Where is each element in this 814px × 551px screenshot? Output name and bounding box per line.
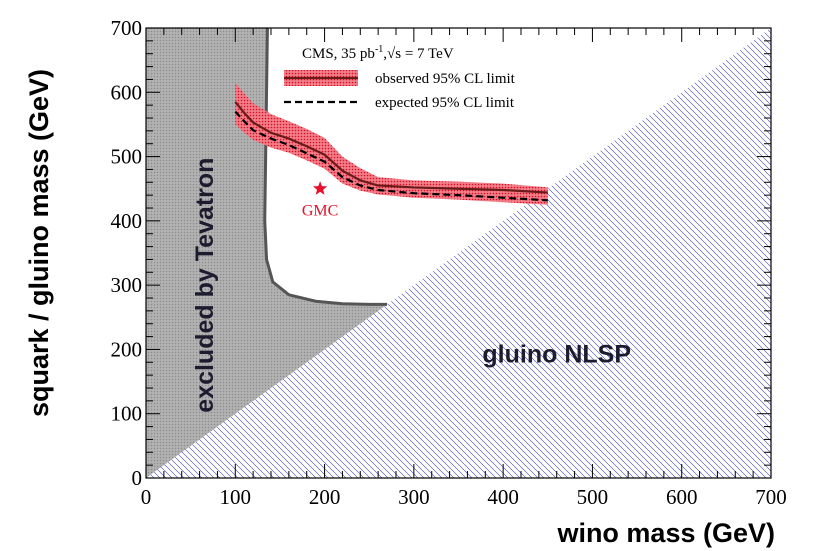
observed-limit-band <box>235 82 548 205</box>
tevatron-excluded-region <box>146 28 388 478</box>
x-tick-label: 700 <box>755 485 787 509</box>
x-axis-title: wino mass (GeV) <box>556 518 775 548</box>
legend-header-main: CMS, 35 pb <box>302 46 375 62</box>
x-tick-label: 400 <box>487 485 519 509</box>
gmc-label: GMC <box>302 203 338 220</box>
y-axis-title: squark / gluino mass (GeV) <box>24 69 54 417</box>
y-tick-label: 300 <box>111 273 143 297</box>
y-tick-label: 700 <box>111 16 143 40</box>
plot-frame <box>145 27 772 479</box>
x-tick-label: 200 <box>309 485 341 509</box>
axis-ticks <box>145 27 772 479</box>
expected-limit-line <box>234 110 548 202</box>
y-tick-label: 200 <box>111 337 143 361</box>
x-tick-label: 600 <box>666 485 698 509</box>
y-tick-label: 600 <box>111 80 143 104</box>
y-tick-label: 500 <box>111 145 143 169</box>
observed-limit-line <box>234 101 548 194</box>
legend-header-sup: -1 <box>375 44 383 55</box>
legend-expected-label: expected 95% CL limit <box>375 95 515 111</box>
legend: CMS, 35 pb-1,√s = 7 TeV observed 95% CL … <box>284 44 516 111</box>
y-tick-label: 100 <box>111 402 143 426</box>
x-tick-label: 100 <box>220 485 252 509</box>
x-tick-label: 300 <box>398 485 430 509</box>
x-tick-label: 500 <box>577 485 609 509</box>
axis-tick-labels: 0 100 200 300 400 500 600 700 0 100 200 300 400 500 60… <box>111 16 787 509</box>
y-tick-label: 0 <box>132 466 143 490</box>
y-tick-label: 400 <box>111 209 143 233</box>
tevatron-annotation: excluded by Tevatron <box>191 158 219 413</box>
legend-header-sqrt: √s = 7 TeV <box>387 46 454 62</box>
gluino-nlsp-annotation: gluino NLSP <box>482 340 631 368</box>
legend-observed-label: observed 95% CL limit <box>375 71 516 87</box>
gmc-star-marker <box>312 181 328 195</box>
legend-header: CMS, 35 pb-1,√s = 7 TeV <box>302 44 454 62</box>
x-tick-label: 0 <box>141 485 152 509</box>
